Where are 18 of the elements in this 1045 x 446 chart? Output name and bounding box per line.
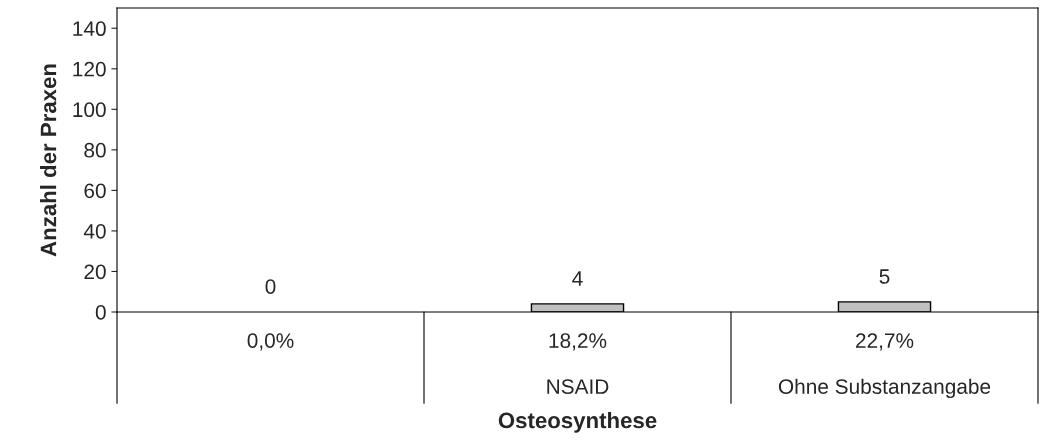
data-label: 0 <box>265 279 276 294</box>
y-axis-title: Anzahl der Praxen <box>40 64 57 257</box>
y-tick-label: 140 <box>73 21 106 37</box>
y-tick-label: 0 <box>95 305 106 320</box>
x-tick-label: Ohne Substanzangabe <box>778 378 991 399</box>
y-tick-label: 40 <box>83 223 106 239</box>
y-tick-label: 80 <box>84 142 106 158</box>
y-tick-label: 120 <box>73 61 106 77</box>
text: 0,0% <box>247 333 294 351</box>
text: 22,7% <box>856 333 914 351</box>
x-tick-label: NSAID <box>547 379 609 394</box>
data-label: 5 <box>879 269 890 284</box>
y-tick-label: 60 <box>84 183 106 199</box>
text: 18,2% <box>549 333 607 351</box>
data-label: 4 <box>572 271 583 286</box>
x-axis-title: Osteosynthese <box>498 411 657 433</box>
y-tick-label: 100 <box>73 102 106 118</box>
y-tick-label: 20 <box>84 264 106 280</box>
